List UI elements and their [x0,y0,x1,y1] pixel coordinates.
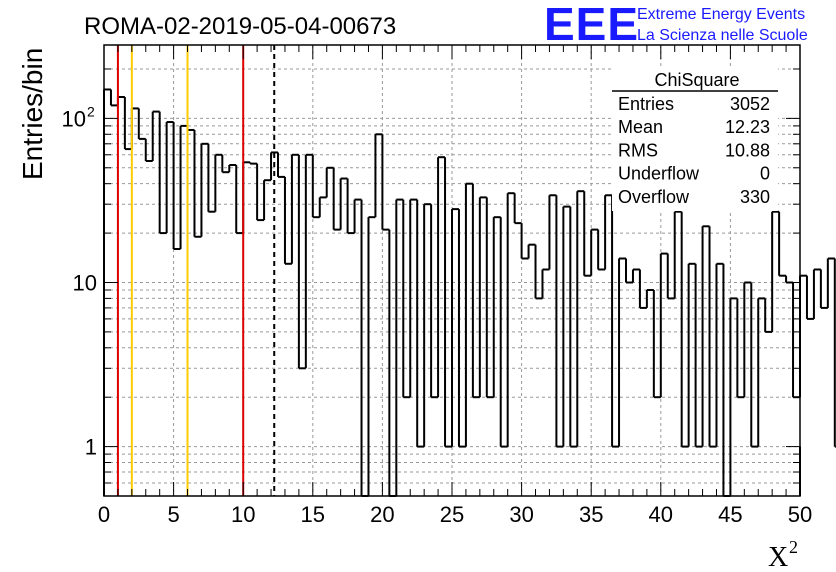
reference-lines [116,45,276,496]
y-tick-label-exponent: 2 [87,103,95,119]
stats-row-value: 12.23 [725,117,770,137]
plot-area [103,88,836,497]
x-tick-label: 40 [649,502,673,527]
stats-row-label: Mean [618,117,663,137]
x-tick-label: 45 [718,502,742,527]
logo-mark: EEE [544,0,639,50]
stats-row-label: Entries [618,94,674,114]
stats-box-background [612,68,778,211]
x-tick-label: 50 [788,502,812,527]
x-axis-label: X 2 [768,537,798,572]
stats-row-label: RMS [618,140,658,160]
stats-row-value: 0 [760,164,770,184]
stats-row-label: Overflow [618,187,690,207]
y-axis-label: Entries/bin [17,48,48,180]
x-tick-label: 30 [509,502,533,527]
stats-box: ChiSquare Entries 3052 Mean 12.23 RMS 10.88 Und… [612,68,778,211]
x-tick-label: 25 [440,502,464,527]
x-tick-label: 20 [370,502,394,527]
logo-line-1: Extreme Energy Events [637,6,805,23]
logo-line-2: La Scienza nelle Scuole [637,27,808,44]
y-tick-label: 1 [85,435,97,460]
x-tick-label: 0 [98,502,110,527]
chart-title: ROMA-02-2019-05-04-00673 [84,13,396,40]
stats-row-value: 330 [740,187,770,207]
stats-row-value: 10.88 [725,140,770,160]
x-axis-label-text: X [768,542,788,572]
x-axis-label-superscript: 2 [789,537,798,557]
y-tick-label: 10 [62,106,86,131]
stats-row-value: 3052 [730,94,770,114]
stats-title: ChiSquare [654,70,739,90]
x-tick-label: 5 [167,502,179,527]
x-tick-label: 10 [231,502,255,527]
eee-logo: EEE Extreme Energy Events La Scienza nel… [544,0,808,50]
x-tick-label: 35 [579,502,603,527]
y-tick-label: 10 [73,270,97,295]
x-tick-label: 15 [301,502,325,527]
stats-row-label: Underflow [618,164,700,184]
